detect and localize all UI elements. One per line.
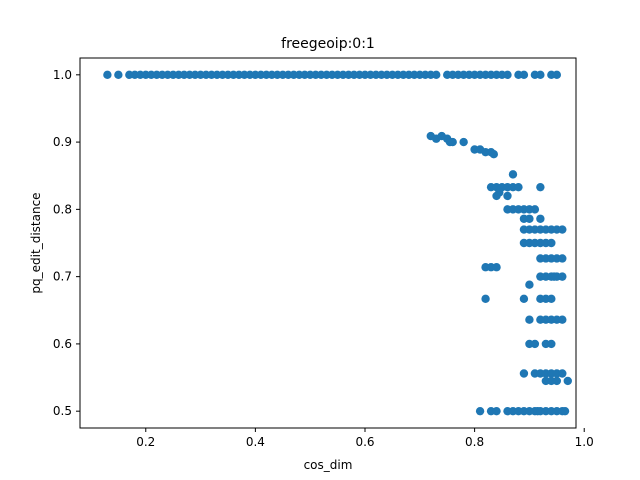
data-point [459, 137, 468, 147]
data-point [547, 294, 556, 304]
data-point [492, 263, 501, 272]
x-tick-label: 0.8 [465, 435, 484, 449]
data-point [503, 191, 512, 201]
data-point [547, 339, 556, 349]
data-point [492, 191, 501, 201]
data-points [103, 70, 572, 416]
data-point [432, 70, 441, 80]
x-axis-label: cos_dim [304, 458, 353, 472]
data-point [560, 406, 570, 416]
x-tick-label: 0.6 [355, 435, 374, 449]
x-axis: 0.2 0.4 0.6 0.8 1.0 [136, 428, 594, 449]
data-point [114, 70, 123, 80]
data-point [536, 70, 545, 80]
y-tick-label: 0.6 [53, 337, 72, 351]
data-point [558, 225, 567, 234]
data-point [552, 70, 562, 80]
data-point [558, 369, 567, 378]
data-point [558, 315, 567, 324]
data-point [547, 238, 556, 248]
data-point [552, 376, 562, 386]
data-point [514, 182, 523, 192]
data-point [519, 294, 529, 304]
chart-title: freegeoip:0:1 [281, 36, 375, 52]
data-point [519, 70, 529, 80]
x-tick-label: 0.4 [246, 435, 265, 449]
y-axis-label: pq_edit_distance [29, 192, 43, 293]
data-point [492, 406, 501, 416]
data-point [563, 376, 572, 386]
data-point [558, 272, 567, 281]
data-point [475, 406, 485, 416]
y-tick-label: 0.9 [53, 135, 72, 149]
plot-frame [79, 57, 577, 429]
data-point [558, 254, 567, 263]
data-point [503, 70, 512, 80]
y-axis: 0.5 0.6 0.7 0.8 0.9 1.0 [53, 68, 80, 418]
x-tick-label: 0.2 [136, 435, 155, 449]
data-point [508, 170, 518, 179]
data-point [530, 205, 540, 214]
data-point [536, 182, 545, 192]
x-tick-label: 1.0 [575, 435, 594, 449]
y-tick-label: 1.0 [53, 68, 72, 82]
data-point [530, 339, 540, 349]
data-point [519, 369, 529, 378]
data-point [481, 294, 490, 304]
data-point [489, 150, 498, 159]
data-point [536, 214, 545, 223]
data-point [448, 137, 457, 147]
y-tick-label: 0.5 [53, 404, 72, 418]
data-point [525, 214, 534, 223]
data-point [103, 70, 112, 80]
data-point [525, 280, 534, 289]
y-tick-label: 0.8 [53, 202, 72, 216]
data-point [525, 315, 534, 324]
y-tick-label: 0.7 [53, 270, 72, 284]
